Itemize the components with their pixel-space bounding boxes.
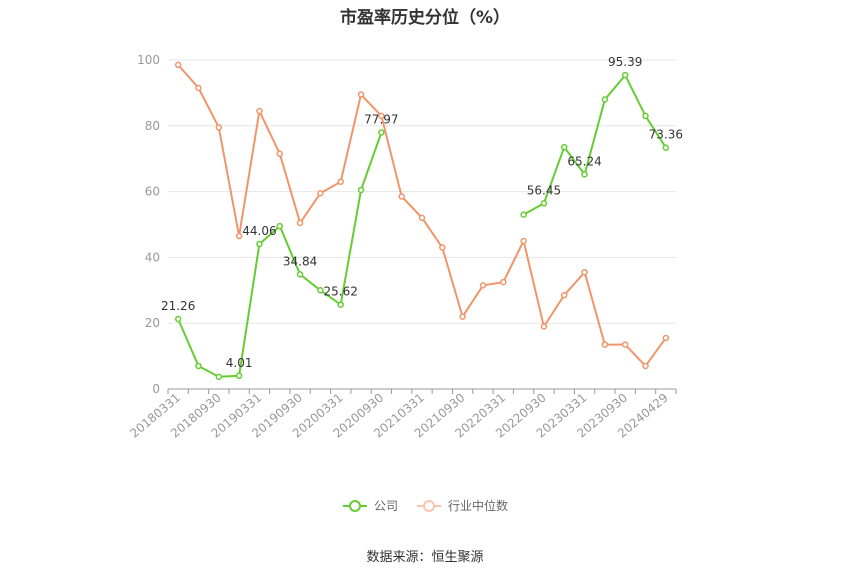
data-point-company <box>540 200 548 207</box>
data-point-company <box>642 112 649 120</box>
data-point-industry-median <box>601 341 609 348</box>
data-point-company <box>581 171 588 178</box>
data-label: 34.84 <box>283 254 317 268</box>
data-point-company <box>256 240 263 248</box>
data-label: 44.06 <box>242 224 276 238</box>
data-point-industry-median <box>276 150 284 158</box>
series-line-company <box>523 73 667 216</box>
data-point-industry-median <box>581 268 588 276</box>
data-point-company <box>276 222 284 230</box>
y-tick-label: 100 <box>137 53 160 67</box>
data-point-industry-median <box>398 193 405 200</box>
data-point-industry-median <box>621 341 629 348</box>
data-point-company <box>662 144 670 151</box>
y-tick-label: 0 <box>152 382 160 396</box>
data-point-industry-median <box>378 112 385 120</box>
chart-title: 市盈率历史分位（%） <box>339 8 511 28</box>
data-label: 77.97 <box>364 112 398 126</box>
data-label: 21.26 <box>161 299 195 313</box>
data-point-company <box>357 186 365 194</box>
data-point-industry-median <box>540 323 548 330</box>
legend: 公司 行业中位数 <box>0 497 850 514</box>
data-point-company <box>296 271 304 278</box>
data-point-industry-median <box>459 313 466 320</box>
data-point-company <box>317 287 324 294</box>
y-tick-label: 20 <box>145 316 160 330</box>
data-point-industry-median <box>337 178 344 185</box>
data-label: 65.24 <box>567 154 601 168</box>
data-point-company <box>520 211 527 218</box>
data-label: 56.45 <box>527 183 561 197</box>
data-label: 25.62 <box>324 285 358 299</box>
data-point-company <box>235 372 243 380</box>
data-point-industry-median <box>642 362 649 370</box>
x-axis: 2018033120180930201903312019093020200331… <box>127 388 677 441</box>
data-labels: 21.26 4.01 44.06 34.84 25.62 77.97 56.45 65.24 9… <box>161 55 683 370</box>
data-source: 数据来源：恒生聚源 <box>366 550 484 565</box>
data-point-company <box>560 143 568 151</box>
data-point-industry-median <box>520 237 527 245</box>
legend-industry-label: 行业中位数 <box>448 499 509 513</box>
data-point-industry-median <box>500 278 507 286</box>
y-tick-label: 40 <box>145 250 160 264</box>
y-tick-label: 60 <box>145 185 160 199</box>
data-point-industry-median <box>174 61 182 69</box>
legend-item-industry-median[interactable]: 行业中位数 <box>416 497 508 514</box>
data-point-industry-median <box>317 189 324 197</box>
data-point-industry-median <box>662 334 670 342</box>
data-label: 4.01 <box>226 356 253 370</box>
y-axis: 0 20 40 60 80 100 <box>137 53 160 396</box>
legend-industry-marker <box>417 499 441 512</box>
data-point-company <box>337 301 344 308</box>
data-label: 95.39 <box>608 55 642 69</box>
data-point-industry-median <box>479 282 487 289</box>
legend-company-marker <box>342 499 367 512</box>
data-point-industry-median <box>256 107 263 115</box>
data-point-company <box>601 96 609 103</box>
data-point-industry-median <box>195 84 202 92</box>
data-point-industry-median <box>235 232 243 240</box>
data-point-industry-median <box>560 291 568 299</box>
series-points <box>174 61 670 381</box>
grid <box>168 59 676 324</box>
data-point-industry-median <box>439 244 446 251</box>
data-point-company <box>174 315 182 323</box>
y-tick-label: 80 <box>145 119 160 133</box>
data-point-company <box>621 71 629 79</box>
data-point-industry-median <box>296 219 304 227</box>
data-point-company <box>378 129 385 136</box>
data-point-company <box>215 373 223 381</box>
legend-item-company[interactable]: 公司 <box>342 497 398 514</box>
data-point-industry-median <box>357 91 365 98</box>
series-line-company <box>177 132 383 378</box>
data-point-company <box>195 362 202 370</box>
data-point-industry-median <box>215 124 223 131</box>
legend-company-label: 公司 <box>373 499 398 513</box>
data-point-industry-median <box>418 214 426 222</box>
data-label: 73.36 <box>649 128 683 142</box>
